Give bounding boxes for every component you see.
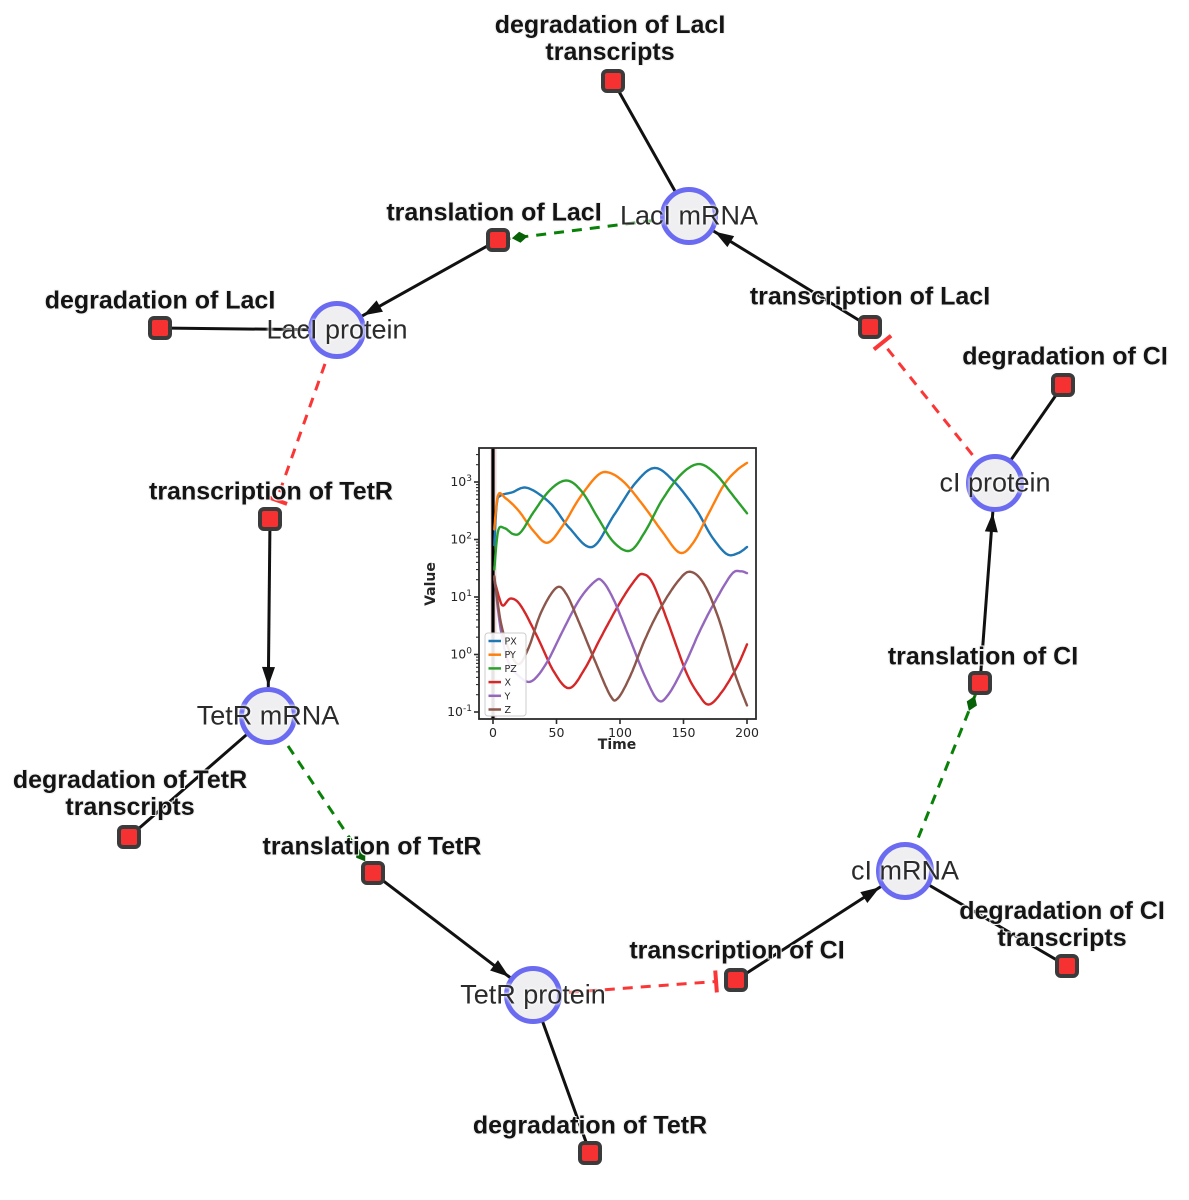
- reaction-node-r_tx_lacI: [858, 315, 882, 339]
- x-tick-label: 0: [489, 725, 497, 740]
- y-tick-label: 103: [450, 474, 472, 489]
- y-tick-label: 10-1: [447, 704, 472, 719]
- species-node-lacI_mRNA: [660, 187, 718, 245]
- edge-lacI_protein-r_tx_tetR: [265, 329, 339, 506]
- species-node-tetR_mRNA: [239, 687, 297, 745]
- activation-diamond-icon: [511, 231, 528, 243]
- arrowhead-icon: [860, 887, 880, 904]
- edge-cI_protein-r_tx_lacI: [872, 334, 997, 484]
- edge-r_tl_lacI-lacI_protein: [336, 238, 499, 332]
- edge-r_tx_lacI-lacI_mRNA: [688, 214, 871, 329]
- series-PZ: [493, 462, 749, 571]
- legend-label-Y: Y: [504, 691, 511, 702]
- x-tick-label: 150: [672, 725, 696, 740]
- edge-tetR_mRNA-r_deg_tetR_tx: [128, 714, 269, 839]
- reaction-node-r_deg_lacI_tx: [601, 69, 625, 93]
- chart-legend: PX PY PZ XYZ: [484, 632, 527, 717]
- legend-label-PY: PY: [505, 650, 517, 661]
- edge-tetR_protein-r_tx_cI: [532, 970, 719, 997]
- edge-layer: [128, 80, 1068, 1154]
- edge-lacI_mRNA-r_tl_lacI: [497, 214, 690, 243]
- series-PY: [493, 461, 749, 555]
- legend-label-PX: PX: [505, 637, 518, 648]
- reaction-node-r_deg_tetR: [578, 1141, 602, 1165]
- inhibition-tbar-icon: [872, 334, 893, 352]
- inset-chart: 0 50 100 150 20010-1100101102103TimeValuePXP…: [423, 447, 759, 753]
- edge-r_tx_cI-cI_mRNA: [735, 869, 906, 982]
- edge-tetR_mRNA-r_tl_tetR: [266, 715, 375, 874]
- inhibition-tbar-icon: [265, 494, 288, 506]
- reaction-node-r_deg_cI: [1051, 373, 1075, 397]
- reaction-node-r_tx_tetR: [258, 507, 282, 531]
- y-axis-label: Value: [423, 562, 439, 606]
- reaction-node-r_deg_cI_tx: [1055, 954, 1079, 978]
- edge-cI_mRNA-r_tl_cI: [903, 682, 982, 872]
- reaction-node-r_tl_tetR: [361, 861, 385, 885]
- arrowhead-icon: [490, 960, 510, 977]
- inhibition-tbar-icon: [713, 970, 719, 993]
- x-axis-label: Time: [598, 737, 636, 753]
- edge-r_tl_tetR-tetR_protein: [372, 871, 534, 997]
- x-tick-label: 100: [608, 725, 632, 740]
- species-node-lacI_protein: [308, 301, 366, 359]
- arrowhead-icon: [261, 666, 275, 687]
- legend-label-PZ: PZ: [505, 664, 518, 675]
- activation-diamond-icon: [356, 848, 366, 862]
- arrowhead-icon: [714, 231, 735, 248]
- species-node-cI_protein: [966, 454, 1024, 512]
- edge-lacI_protein-r_deg_lacI: [159, 326, 338, 332]
- y-tick-label: 100: [450, 647, 472, 662]
- species-node-tetR_protein: [504, 966, 562, 1024]
- x-tick-label: 200: [735, 725, 759, 740]
- x-tick-label: 50: [549, 725, 565, 740]
- legend-label-Z: Z: [505, 705, 512, 716]
- arrowhead-icon: [984, 512, 998, 533]
- species-node-cI_mRNA: [876, 842, 934, 900]
- y-tick-label: 102: [450, 532, 472, 547]
- legend-label-X: X: [505, 678, 512, 689]
- reaction-node-r_deg_lacI: [148, 316, 172, 340]
- edge-r_tl_cI-cI_protein: [978, 482, 998, 684]
- arrowhead-icon: [363, 300, 383, 316]
- reaction-node-r_tl_cI: [968, 671, 992, 695]
- edge-r_tx_tetR-tetR_mRNA: [261, 518, 275, 717]
- reaction-node-r_deg_tetR_tx: [117, 825, 141, 849]
- y-tick-label: 101: [450, 589, 472, 604]
- series-PX: [493, 466, 749, 557]
- reaction-node-r_tl_lacI: [486, 228, 510, 252]
- activation-diamond-icon: [966, 696, 977, 711]
- series-X: [493, 572, 749, 706]
- reaction-node-r_tx_cI: [724, 968, 748, 992]
- edge-cI_mRNA-r_deg_cI_tx: [904, 869, 1068, 968]
